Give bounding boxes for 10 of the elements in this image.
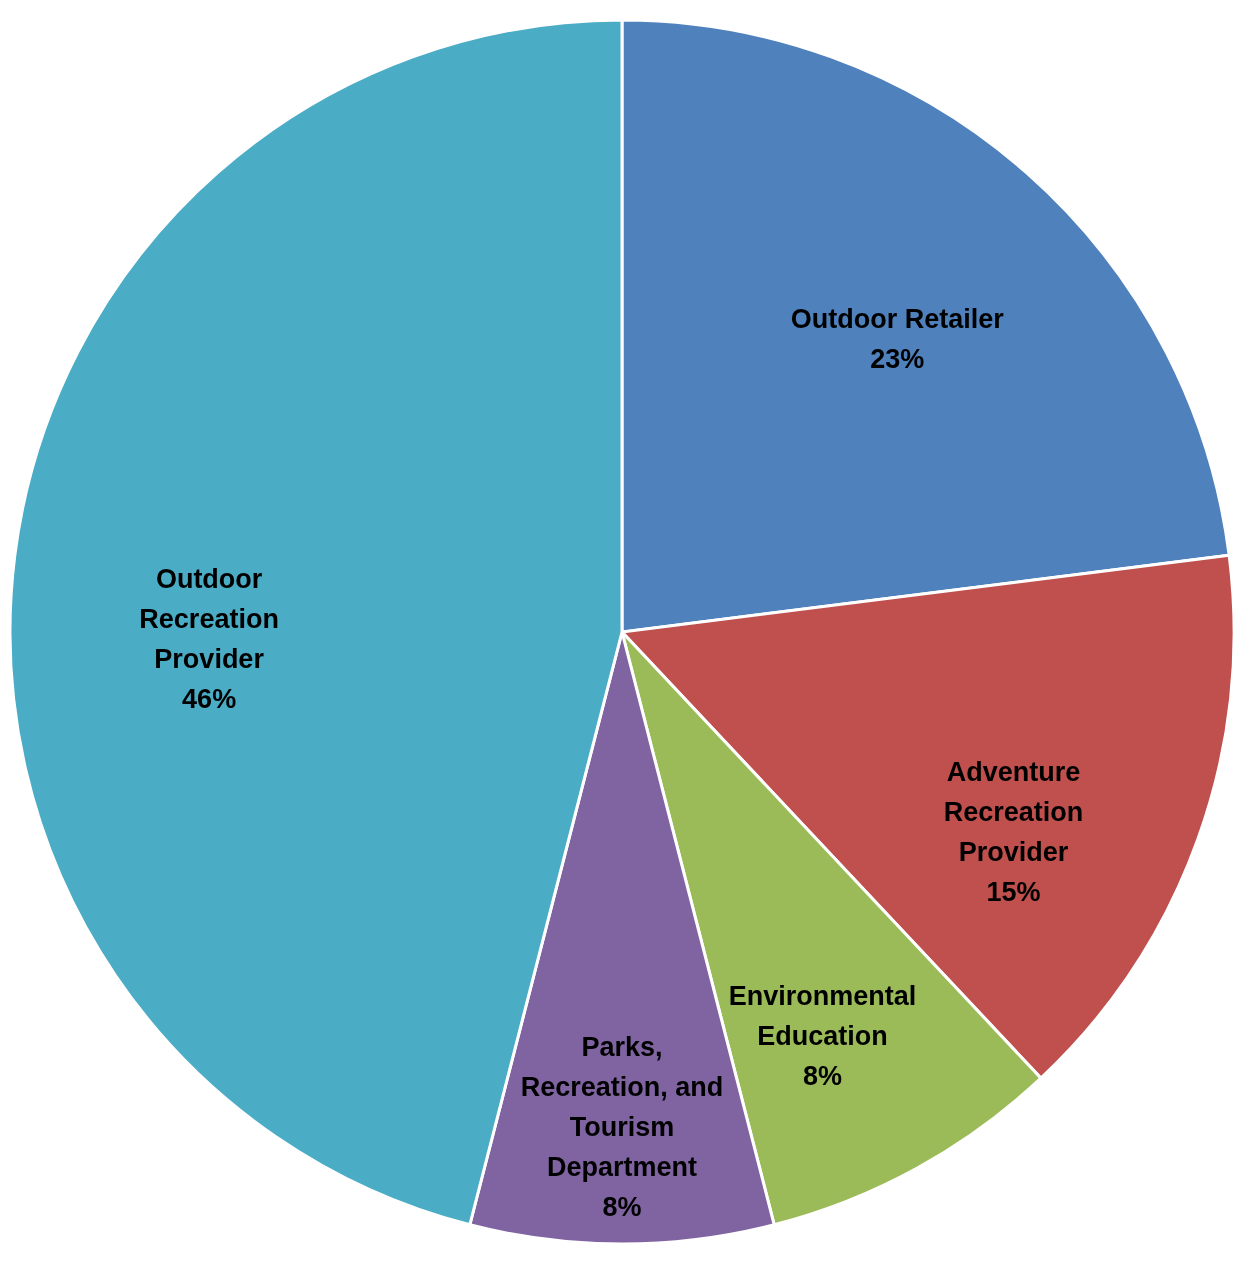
data-label: 46% xyxy=(182,683,237,714)
slice-label: Parks, Recreation, and Tourism Department xyxy=(520,1032,724,1183)
data-label: 23% xyxy=(870,343,925,374)
slice-label: Outdoor Recreation Provider xyxy=(139,563,279,674)
slice-label: Adventure Recreation Provider xyxy=(943,756,1084,867)
slice-label: Environmental Education xyxy=(728,980,917,1051)
slice-label: Outdoor Retailer xyxy=(790,303,1005,334)
data-label: 8% xyxy=(802,1060,842,1091)
data-label: 15% xyxy=(986,876,1041,907)
data-label: 8% xyxy=(602,1192,642,1223)
